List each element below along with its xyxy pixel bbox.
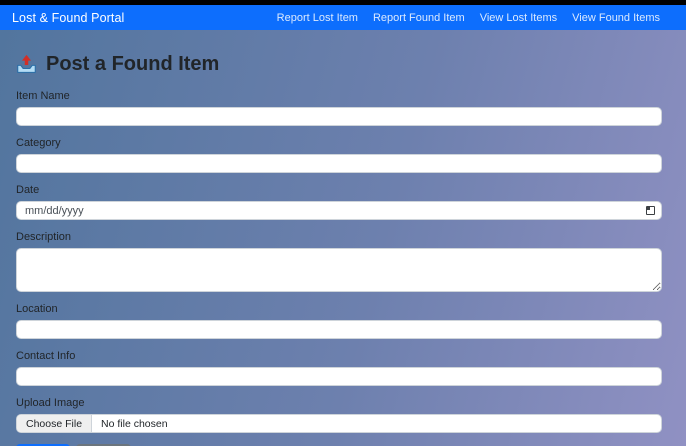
cancel-button[interactable]: Cancel xyxy=(76,444,131,446)
location-input[interactable] xyxy=(16,320,662,339)
field-description: Description xyxy=(16,231,662,292)
date-input-wrap xyxy=(16,201,662,220)
date-input[interactable] xyxy=(16,201,662,220)
location-label: Location xyxy=(16,303,58,315)
main-content: Post a Found Item Item Name Category Dat… xyxy=(0,30,686,446)
upload-image-label: Upload Image xyxy=(16,397,85,409)
category-label: Category xyxy=(16,137,61,149)
page-title-text: Post a Found Item xyxy=(46,53,220,75)
page-title: Post a Found Item xyxy=(16,53,662,76)
outbox-tray-icon xyxy=(16,54,37,75)
description-textarea[interactable] xyxy=(16,248,662,292)
nav-link-view-found[interactable]: View Found Items xyxy=(572,11,660,24)
file-chosen-status: No file chosen xyxy=(101,417,168,430)
navbar-links: Report Lost Item Report Found Item View … xyxy=(277,12,660,24)
navbar-brand[interactable]: Lost & Found Portal xyxy=(12,10,125,25)
field-location: Location xyxy=(16,303,662,339)
contact-info-label: Contact Info xyxy=(16,350,76,362)
nav-link-report-lost[interactable]: Report Lost Item xyxy=(276,11,358,24)
field-category: Category xyxy=(16,137,662,173)
field-item-name: Item Name xyxy=(16,90,662,126)
description-label: Description xyxy=(16,231,72,243)
field-upload-image: Upload Image Choose File No file chosen xyxy=(16,397,662,433)
field-date: Date xyxy=(16,184,662,220)
calendar-picker-icon[interactable] xyxy=(646,206,655,215)
choose-file-button[interactable]: Choose File xyxy=(17,415,93,432)
item-name-input[interactable] xyxy=(16,107,662,126)
field-contact-info: Contact Info xyxy=(16,350,662,386)
form-actions: Submit Cancel xyxy=(16,444,662,446)
category-input[interactable] xyxy=(16,154,662,173)
submit-button[interactable]: Submit xyxy=(16,444,71,446)
post-found-item-form: Item Name Category Date Description Loca… xyxy=(16,90,662,446)
contact-info-input[interactable] xyxy=(16,367,662,386)
nav-link-view-lost[interactable]: View Lost Items xyxy=(479,11,558,24)
date-label: Date xyxy=(16,184,40,196)
navbar: Lost & Found Portal Report Lost Item Rep… xyxy=(0,5,686,30)
item-name-label: Item Name xyxy=(16,90,70,102)
file-input[interactable]: Choose File No file chosen xyxy=(16,414,662,433)
nav-link-report-found[interactable]: Report Found Item xyxy=(372,11,465,24)
window-top-strip xyxy=(0,0,686,5)
